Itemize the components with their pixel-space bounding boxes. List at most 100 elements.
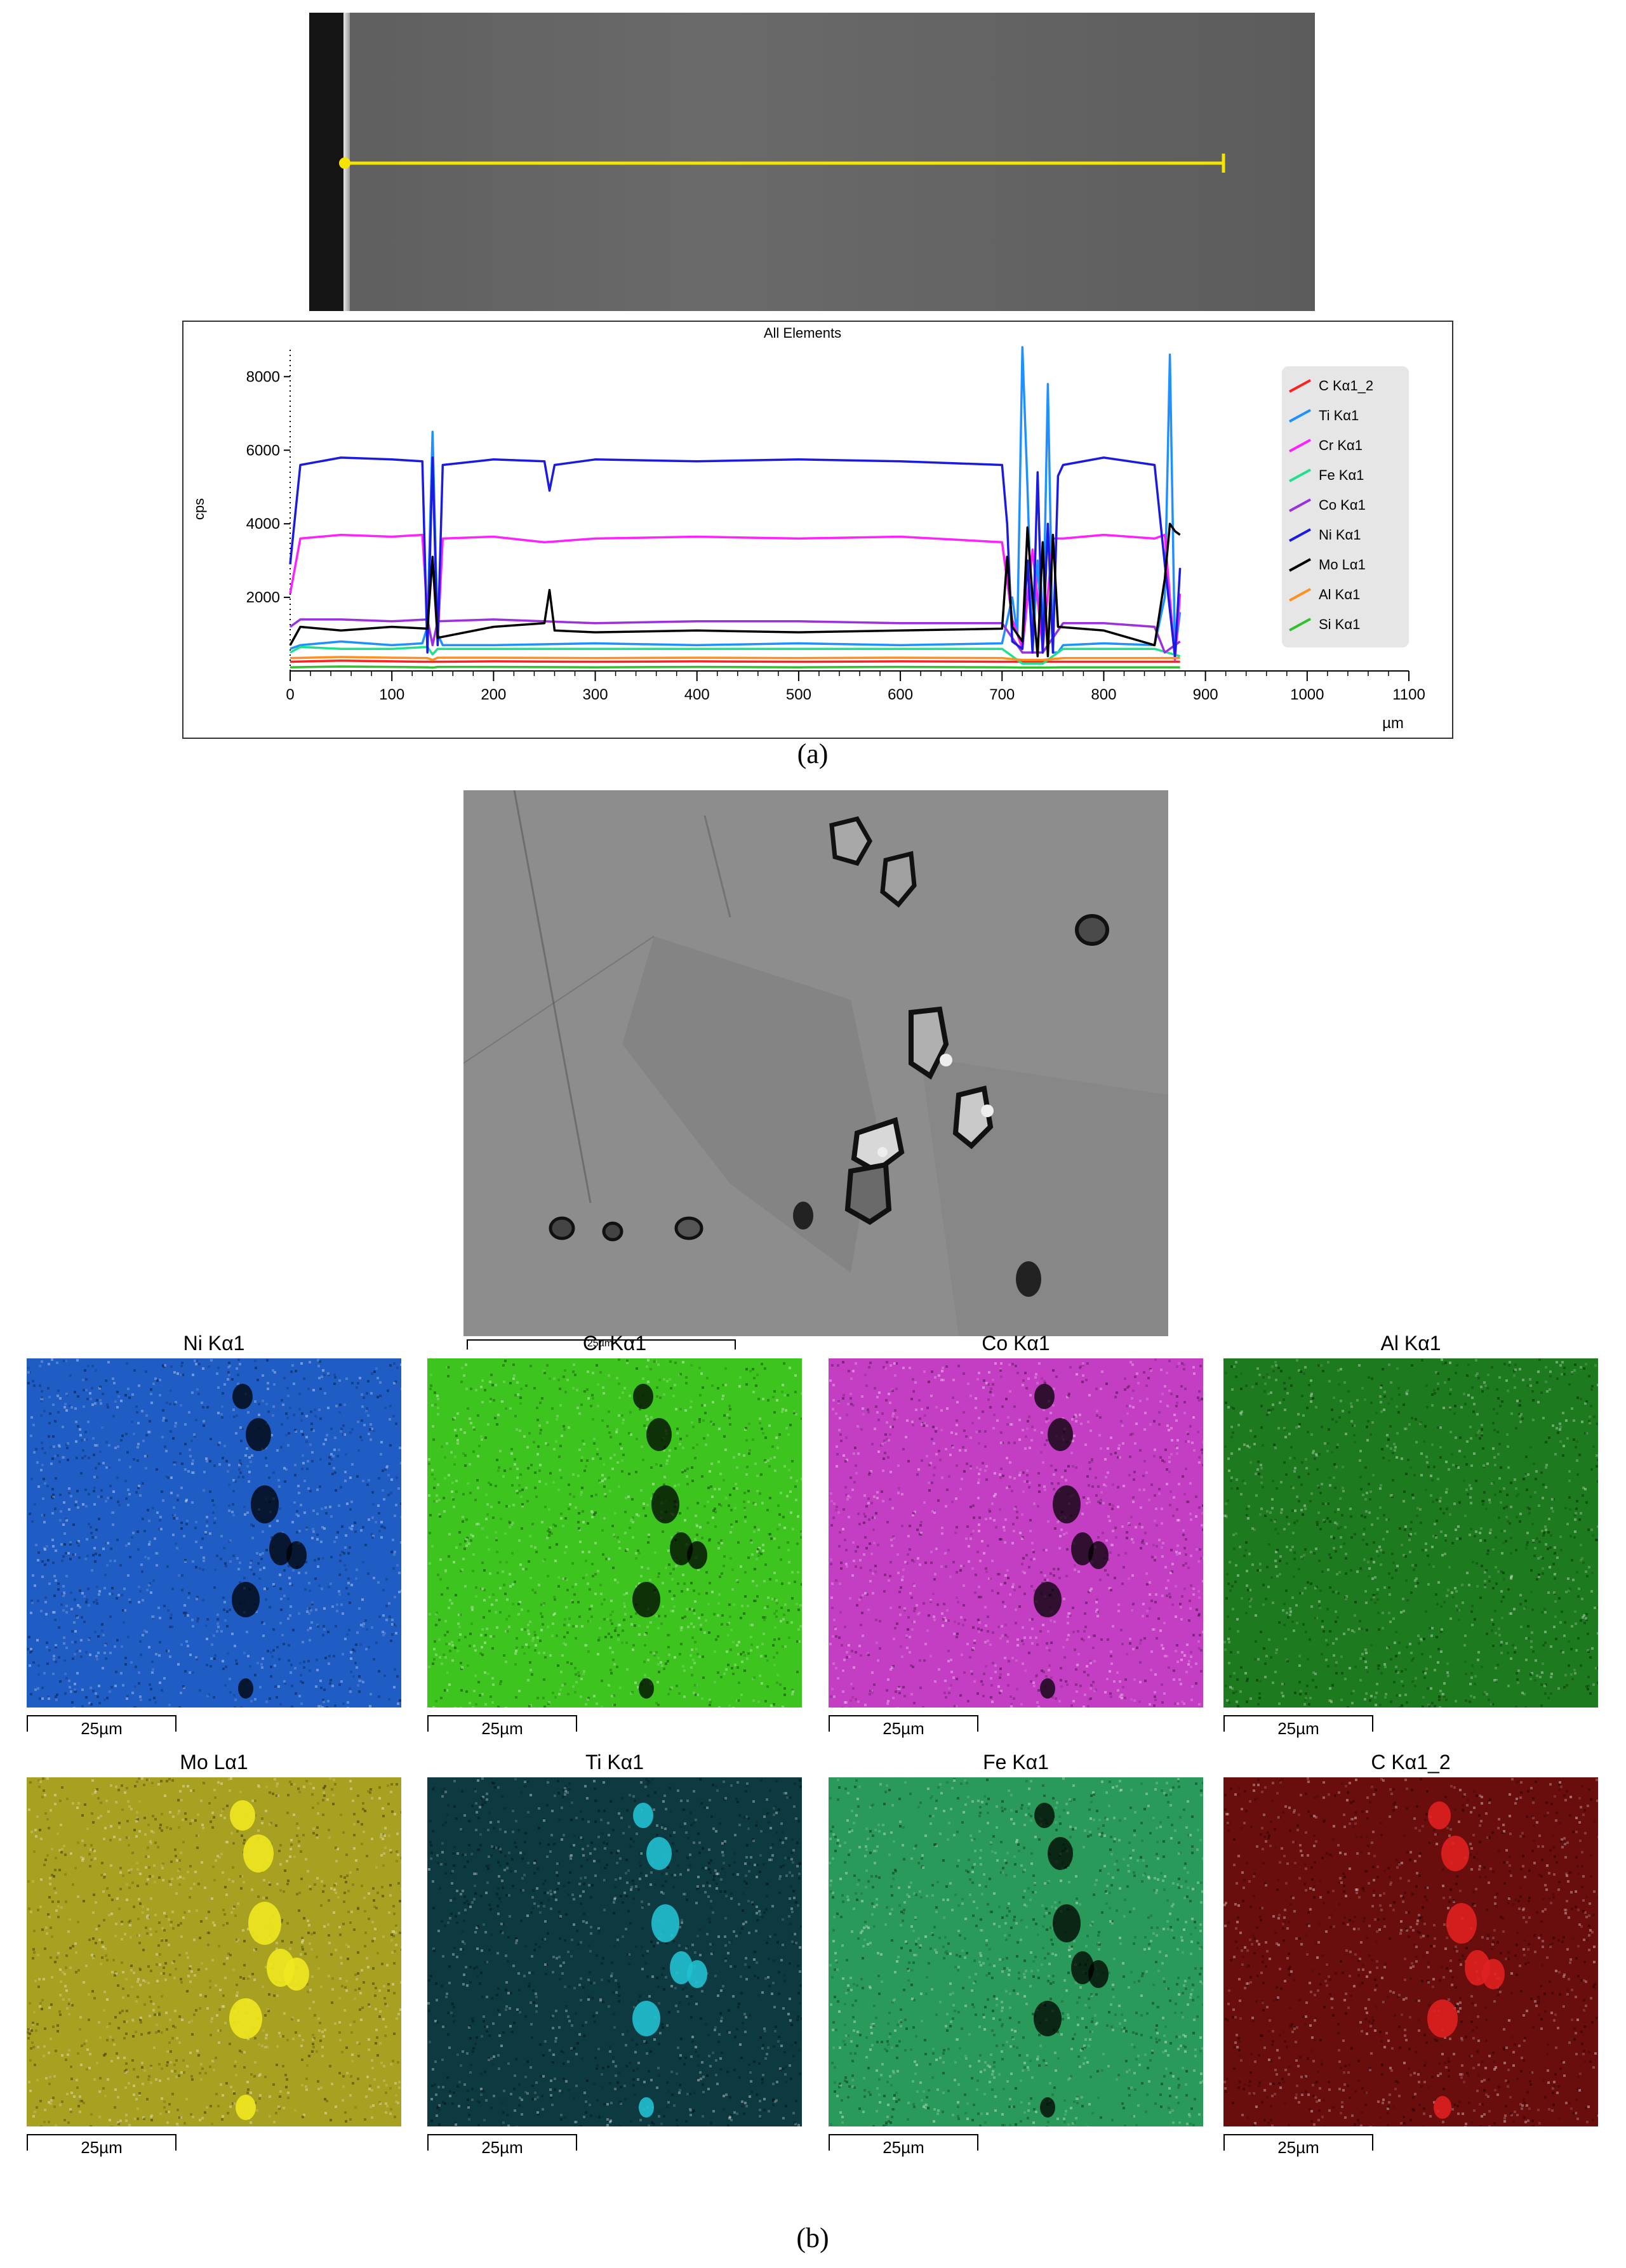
element-map xyxy=(1223,1358,1598,1708)
series-line xyxy=(290,646,1181,665)
sem-image-area xyxy=(463,790,1168,1336)
legend-swatch xyxy=(1289,558,1311,572)
series-line xyxy=(289,456,1182,658)
map-scalebar-label: 25µm xyxy=(481,2138,523,2157)
map-scalebar-label: 25µm xyxy=(81,2138,123,2157)
bright-particle xyxy=(877,1147,888,1157)
pore xyxy=(793,1202,813,1230)
linescan-overlay xyxy=(339,154,1225,173)
sem-image-linescan xyxy=(309,13,1315,311)
map-scalebar-label: 25µm xyxy=(883,1719,924,1738)
bright-particle xyxy=(981,1104,994,1117)
map-scalebar xyxy=(1223,2134,1373,2151)
legend-entry: C Kα1_2 xyxy=(1319,378,1373,394)
element-map xyxy=(27,1358,401,1708)
x-tick-label: 200 xyxy=(481,686,506,703)
carbide-particle xyxy=(909,1006,949,1080)
chart-title: All Elements xyxy=(764,325,841,341)
y-tick-label: 4000 xyxy=(246,515,280,533)
map-scalebar xyxy=(427,1715,577,1732)
map-scalebar xyxy=(1223,1715,1373,1732)
chart-y-axis-label: cps xyxy=(191,498,207,520)
map-scalebar xyxy=(27,1715,177,1732)
element-map xyxy=(27,1777,401,2126)
map-title: Mo Lα1 xyxy=(180,1751,248,1774)
element-map xyxy=(829,1777,1203,2126)
sample-edge-dark xyxy=(309,13,343,311)
map-scalebar xyxy=(427,2134,577,2151)
panel-a-caption: (a) xyxy=(797,738,829,769)
sem-image-features xyxy=(463,790,1168,1336)
x-tick-label: 700 xyxy=(989,686,1015,703)
chart-axes: 0 100 200 300 400 500 600 700 800 900 1000 1100 2000… xyxy=(246,347,1425,703)
map-title: Ni Kα1 xyxy=(183,1332,245,1355)
map-title: Fe Kα1 xyxy=(983,1751,1049,1774)
map-scalebar-label: 25µm xyxy=(1277,1719,1319,1738)
legend-swatch xyxy=(1289,409,1311,423)
x-tick-label: 900 xyxy=(1193,686,1218,703)
y-tick-label: 6000 xyxy=(246,442,280,459)
y-tick-label: 2000 xyxy=(246,589,280,606)
legend-entry: Ni Kα1 xyxy=(1319,527,1361,543)
legend-entry: Ti Kα1 xyxy=(1319,408,1359,423)
panel-b-caption: (b) xyxy=(796,2222,829,2253)
sem-b-scalebar-label: 25µm xyxy=(587,1338,613,1349)
map-scalebar-label: 25µm xyxy=(883,2138,924,2157)
element-map xyxy=(427,1777,802,2126)
pore xyxy=(1016,1261,1041,1297)
map-scalebar xyxy=(829,2134,978,2151)
y-tick-label: 8000 xyxy=(246,368,280,385)
series-line xyxy=(290,656,1180,661)
element-map xyxy=(427,1358,802,1708)
linescan-start-marker xyxy=(339,157,350,169)
legend-entry: Mo Lα1 xyxy=(1319,557,1366,573)
map-title: Al Kα1 xyxy=(1380,1332,1441,1355)
element-map xyxy=(829,1358,1203,1708)
map-scalebar-label: 25µm xyxy=(1277,2138,1319,2157)
legend-entry: Al Kα1 xyxy=(1319,587,1360,602)
carbide-particle xyxy=(880,851,917,908)
legend-swatch xyxy=(1289,468,1311,482)
legend-swatch xyxy=(1289,498,1311,512)
map-scalebar-label: 25µm xyxy=(481,1719,523,1738)
map-title: Ti Kα1 xyxy=(585,1751,644,1774)
bright-particle xyxy=(940,1054,952,1066)
pore xyxy=(674,1216,703,1240)
grain-boundary xyxy=(703,815,731,918)
map-scalebar-label: 25µm xyxy=(81,1719,123,1738)
x-tick-label: 800 xyxy=(1091,686,1116,703)
legend-swatch xyxy=(1289,588,1311,602)
map-title: Co Kα1 xyxy=(982,1332,1050,1355)
map-title: Cr Kα1 xyxy=(582,1332,647,1355)
carbide-particle xyxy=(952,1085,994,1150)
legend-swatch xyxy=(1289,379,1311,393)
legend-entry: Si Kα1 xyxy=(1319,616,1360,632)
legend-entry: Co Kα1 xyxy=(1319,497,1366,513)
legend-swatch xyxy=(1289,618,1311,632)
pore xyxy=(549,1216,575,1240)
carbide-particle xyxy=(844,1162,892,1225)
grain-region xyxy=(622,936,876,1273)
chart-x-unit-label: µm xyxy=(1382,715,1404,732)
x-tick-label: 1100 xyxy=(1392,686,1425,703)
legend-entry: Cr Kα1 xyxy=(1319,437,1363,453)
legend-swatch xyxy=(1289,439,1311,453)
chart-series xyxy=(289,346,1182,669)
legend-entry: Fe Kα1 xyxy=(1319,467,1364,483)
series-line xyxy=(290,665,1180,669)
map-scalebar xyxy=(829,1715,978,1732)
x-tick-label: 100 xyxy=(379,686,404,703)
x-tick-label: 1000 xyxy=(1290,686,1324,703)
map-scalebar xyxy=(27,2134,177,2151)
x-tick-label: 600 xyxy=(888,686,913,703)
x-tick-label: 0 xyxy=(286,686,294,703)
linescan-chart-svg: All Elements cps µm 0 100 200 300 400 500 600 7… xyxy=(191,325,1425,732)
grain-boundary xyxy=(463,936,655,1064)
series-line xyxy=(290,660,1180,663)
x-tick-label: 300 xyxy=(583,686,608,703)
linescan-chart: All Elements cps µm 0 100 200 300 400 500 600 7… xyxy=(182,321,1453,739)
grain-boundary xyxy=(513,790,592,1204)
carbide-particle xyxy=(829,816,873,866)
sem-b-scalebar xyxy=(467,1339,736,1350)
x-tick-label: 400 xyxy=(684,686,710,703)
